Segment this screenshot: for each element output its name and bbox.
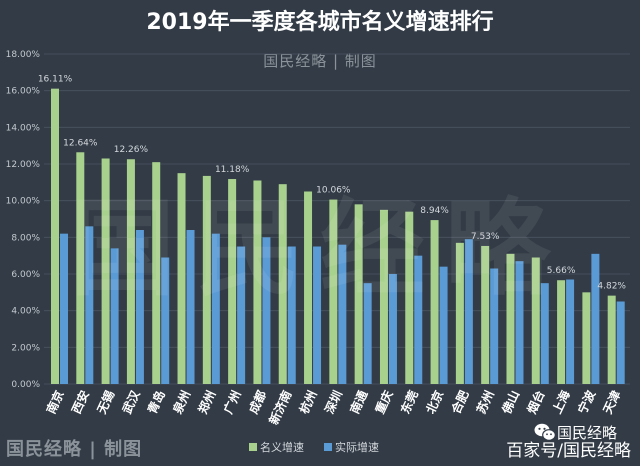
bar-nominal: [531, 257, 540, 384]
y-tick-label: 18.00%: [6, 50, 41, 60]
bar-nominal: [430, 220, 439, 384]
data-label: 8.94%: [420, 206, 449, 216]
bar-nominal: [379, 209, 388, 384]
bar-real: [566, 279, 575, 384]
bar-real: [414, 255, 423, 384]
data-label: 10.06%: [316, 186, 351, 196]
bar-real: [186, 230, 195, 384]
legend-label: 名义增速: [260, 440, 304, 454]
bar-real: [135, 230, 144, 384]
bars: [51, 88, 625, 385]
bar-real: [211, 233, 220, 384]
data-label: 7.53%: [471, 232, 500, 242]
top-credit: 国民经略 | 制图: [263, 52, 377, 70]
bar-real: [338, 244, 347, 384]
data-label: 16.11%: [38, 75, 73, 85]
data-label: 5.66%: [547, 266, 576, 276]
bottom-credit: 国民经略 | 制图: [6, 438, 142, 460]
bar-nominal: [76, 152, 85, 384]
bar-nominal: [126, 159, 135, 384]
legend-swatch: [249, 443, 257, 451]
wechat-icon: [534, 423, 556, 441]
bar-nominal: [481, 245, 490, 384]
bar-nominal: [582, 292, 591, 384]
bar-nominal: [152, 162, 161, 384]
bar-nominal: [278, 184, 287, 384]
legend-item-real: 实际增速: [324, 440, 379, 454]
legend-item-nominal: 名义增速: [249, 440, 304, 454]
bar-real: [591, 253, 600, 384]
bar-real: [161, 257, 170, 384]
y-tick-label: 8.00%: [11, 233, 40, 243]
bar-real: [540, 283, 549, 384]
y-tick-label: 2.00%: [11, 343, 40, 353]
bar-nominal: [405, 211, 414, 384]
data-label: 11.18%: [215, 165, 250, 175]
data-label: 4.82%: [597, 282, 626, 292]
bar-nominal: [329, 199, 338, 384]
y-tick-label: 16.00%: [6, 87, 41, 97]
bar-nominal: [455, 242, 464, 384]
bar-real: [388, 274, 397, 384]
bar-real: [287, 246, 296, 384]
baijiahao-account: 百家号/国民经略: [506, 441, 631, 461]
bar-real: [110, 248, 119, 384]
bar-real: [616, 301, 625, 384]
bar-real: [313, 246, 322, 384]
legend: 名义增速 实际增速: [249, 440, 379, 454]
legend-label: 实际增速: [335, 440, 379, 454]
legend-swatch: [324, 443, 332, 451]
bar-real: [464, 239, 473, 384]
bar-real: [439, 266, 448, 384]
bar-real: [60, 233, 68, 384]
bar-nominal: [228, 179, 237, 384]
bar-nominal: [177, 173, 186, 384]
y-tick-label: 6.00%: [11, 270, 40, 280]
y-tick-label: 14.00%: [6, 123, 41, 133]
y-axis: 0.00% 2.00% 4.00% 6.00% 8.00% 10.00% 12.00% 14.…: [6, 50, 41, 390]
data-labels: 16.11% 12.64% 12.26% 11.18% 10.06% 8.94% 7.53%…: [38, 75, 627, 292]
y-tick-label: 0.00%: [11, 380, 40, 390]
chart-title: 2019年一季度各城市名义增速排行: [146, 9, 493, 35]
bar-nominal: [354, 204, 363, 384]
bar-nominal: [253, 180, 262, 384]
bar-nominal: [51, 88, 59, 385]
bar-real: [515, 261, 524, 384]
bar-real: [262, 237, 271, 384]
bar-real: [490, 268, 499, 384]
data-label: 12.26%: [114, 145, 149, 155]
bar-nominal: [202, 175, 211, 384]
bar-nominal: [101, 158, 110, 384]
y-tick-label: 4.00%: [11, 307, 40, 317]
bar-nominal: [506, 253, 515, 384]
bar-nominal: [607, 295, 616, 384]
bar-nominal: [304, 191, 313, 384]
bar-real: [363, 283, 372, 384]
bar-real: [85, 226, 94, 384]
y-tick-label: 10.00%: [6, 197, 41, 207]
watermark: 国民经略: [70, 188, 570, 310]
y-tick-label: 12.00%: [6, 160, 41, 170]
bar-real: [237, 246, 246, 384]
bar-nominal: [557, 280, 566, 384]
data-label: 12.64%: [63, 138, 98, 148]
wechat-account: 国民经略: [557, 424, 617, 442]
